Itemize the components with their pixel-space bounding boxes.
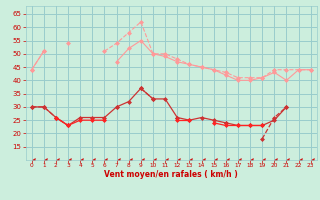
X-axis label: Vent moyen/en rafales ( km/h ): Vent moyen/en rafales ( km/h ) <box>104 170 238 179</box>
